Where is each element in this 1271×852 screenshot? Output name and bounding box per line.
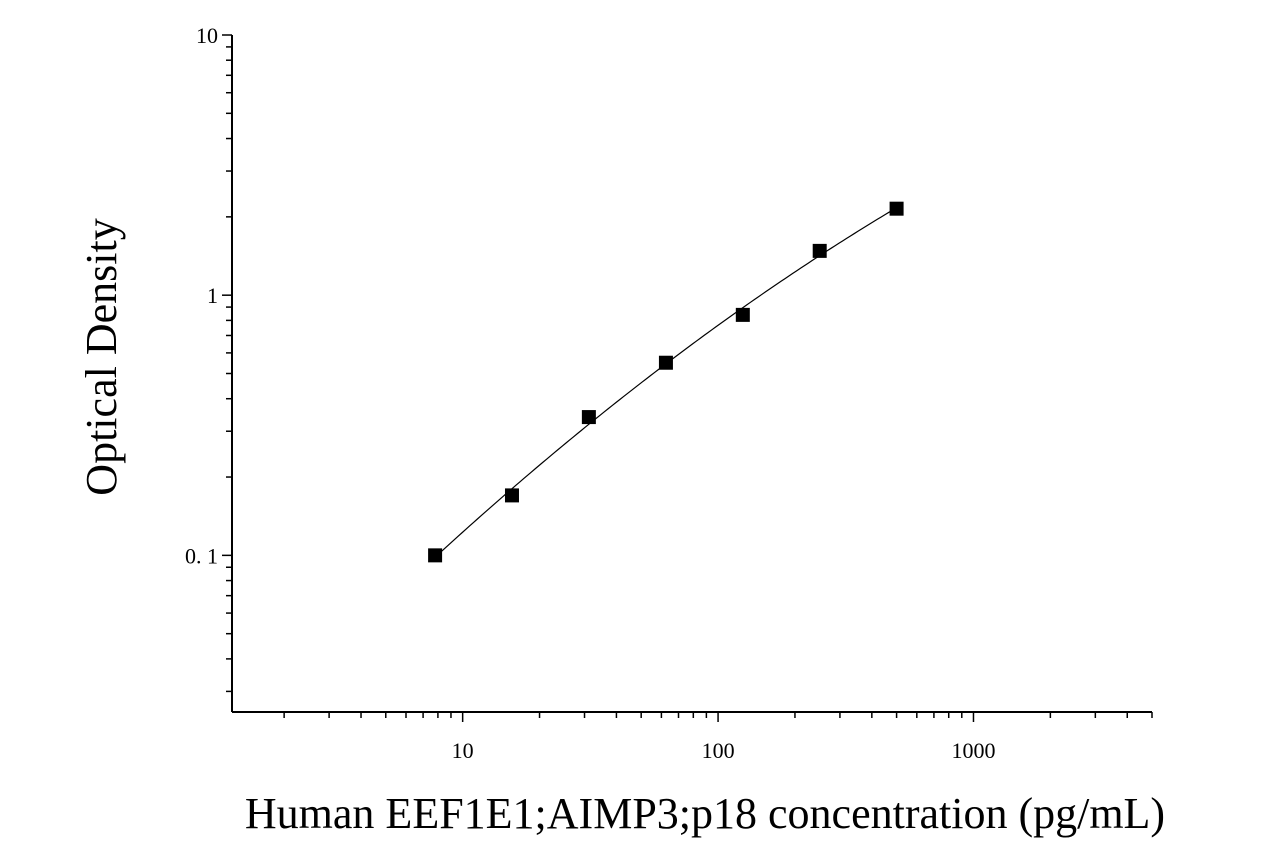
x-axis-label: Human EEF1E1;AIMP3;p18 concentration (pg… — [245, 789, 1165, 838]
axes: 10 100 1000 0. 1 1 10 — [185, 23, 1153, 763]
y-axis-label: Optical Density — [77, 218, 126, 495]
data-point — [889, 201, 904, 216]
fit-curve — [434, 207, 897, 558]
data-point — [812, 243, 827, 258]
y-tick-label: 10 — [196, 23, 218, 48]
data-point — [428, 548, 443, 563]
data-point — [735, 307, 750, 322]
x-tick-label: 1000 — [951, 738, 995, 763]
x-tick-label: 10 — [452, 738, 474, 763]
data-points — [428, 201, 904, 563]
data-point — [581, 410, 596, 425]
data-point — [658, 355, 673, 370]
y-tick-label: 1 — [207, 283, 218, 308]
fit-curve-group — [434, 207, 897, 558]
y-tick-label: 0. 1 — [185, 543, 218, 568]
data-point — [504, 488, 519, 503]
x-tick-label: 100 — [702, 738, 735, 763]
